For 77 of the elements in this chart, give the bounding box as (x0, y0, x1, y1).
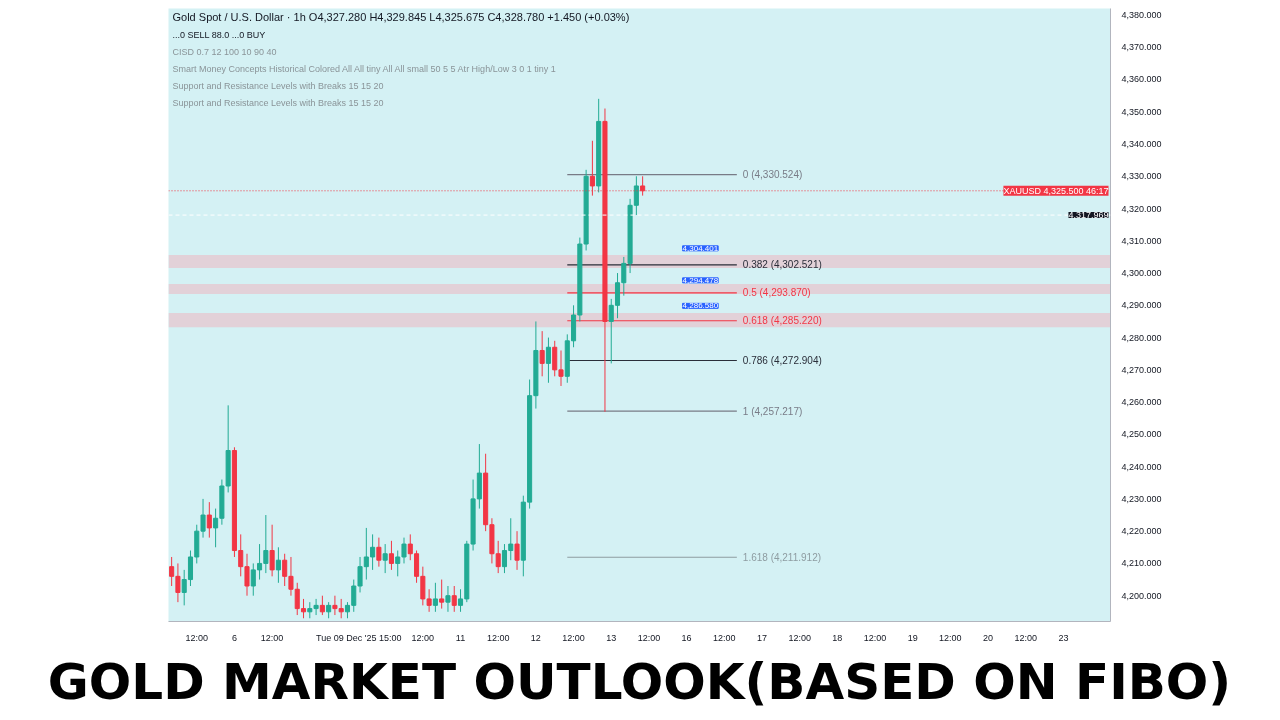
annotation: Smart Money Concepts Historical Colored All All tiny All All small 50 5 5 Atr High/Low 3 0 1 tiny 1 (172, 63, 556, 74)
x-tick-label: 16 (681, 632, 692, 643)
y-tick-label: 4,260.000 (1121, 397, 1162, 408)
candlestick (376, 537, 382, 568)
x-tick-label: 12:00 (562, 632, 585, 643)
x-tick-label: 12:00 (185, 632, 209, 643)
y-tick-label: 4,350.000 (1121, 106, 1162, 117)
y-tick-label: 4,330.000 (1121, 171, 1162, 182)
y-tick-label: 4,370.000 (1121, 42, 1162, 53)
y-tick-label: 4,200.000 (1121, 590, 1162, 601)
y-tick-label: 4,380.000 (1121, 9, 1162, 20)
x-tick-label: 12 (530, 632, 541, 643)
x-tick-label: 19 (907, 632, 918, 643)
series-label: 0 (4,330.524) (742, 169, 803, 181)
y-tick-label: 4,320.000 (1121, 203, 1162, 214)
x-tick-label: 12:00 (939, 632, 962, 643)
annotation: Support and Resistance Levels with Breaks 15 15 20 (172, 80, 384, 91)
y-tick-label: 4,220.000 (1121, 526, 1162, 537)
x-tick-label: 12:00 (788, 632, 811, 643)
annotation: 4,286.580 (682, 301, 719, 311)
x-tick-label: 12:00 (637, 632, 661, 643)
x-tick-label: Tue 09 Dec '25 15:00 (316, 632, 402, 643)
annotation: ...0 SELL 88.0 ...0 BUY (172, 29, 266, 40)
y-tick-label: 4,280.000 (1121, 332, 1162, 343)
candlestick (539, 330, 545, 377)
candlestick (439, 579, 445, 610)
x-tick-label: 12:00 (713, 632, 736, 643)
annotation: CISD 0.7 12 100 10 90 40 (172, 46, 277, 57)
candlestick (432, 582, 438, 613)
y-tick-label: 4,290.000 (1121, 300, 1162, 311)
x-tick-label: 12:00 (411, 632, 435, 643)
x-tick-label: 13 (606, 632, 617, 643)
y-tick-label: 4,210.000 (1121, 558, 1162, 569)
x-tick-label: 23 (1058, 632, 1069, 643)
candlestick (388, 540, 394, 571)
candlestick (275, 546, 281, 584)
y-tick-label: 4,240.000 (1121, 461, 1162, 472)
x-tick-label: 12:00 (486, 632, 510, 643)
x-tick-label: 17 (756, 632, 767, 643)
series-label: 0.786 (4,272.904) (742, 354, 822, 366)
candlestick (445, 585, 451, 613)
series-label: 1 (4,257.217) (742, 405, 803, 417)
annotation: 4,304.401 (682, 243, 719, 253)
ref-line-label: XAUUSD 4,325.500 46:17 (1003, 185, 1109, 196)
y-tick-label: 4,340.000 (1121, 139, 1162, 150)
candlestick (451, 585, 457, 613)
candlestick (552, 340, 558, 377)
series-label: 0.5 (4,293.870) (742, 287, 811, 299)
candlestick (558, 349, 564, 387)
annotation: 4,294.478 (682, 275, 719, 285)
y-tick-label: 4,300.000 (1121, 268, 1162, 279)
candlestick (545, 337, 551, 384)
x-tick-label: 6 (231, 632, 237, 643)
x-tick-label: 18 (832, 632, 843, 643)
candlestick (206, 501, 212, 539)
series-label: 0.618 (4,285.220) (742, 315, 822, 327)
y-tick-label: 4,310.000 (1121, 235, 1162, 246)
series-label: 1.618 (4,211.912) (742, 551, 822, 563)
text: GOLD MARKET OUTLOOK(BASED ON FIBO) (47, 652, 1232, 711)
y-tick-label: 4,270.000 (1121, 364, 1162, 375)
x-tick-label: 12:00 (1014, 632, 1037, 643)
series-label: 0.382 (4,302.521) (742, 259, 822, 271)
x-tick-label: 12:00 (260, 632, 284, 643)
y-tick-label: 4,230.000 (1121, 493, 1162, 504)
annotation: Support and Resistance Levels with Breaks 15 15 20 (172, 97, 384, 108)
x-tick-label: 12:00 (863, 632, 887, 643)
y-tick-label: 4,250.000 (1121, 429, 1162, 440)
candlestick (269, 524, 275, 577)
y-tick-label: 4,360.000 (1121, 74, 1162, 85)
candlestick (382, 543, 388, 574)
annotation: Gold Spot / U.S. Dollar · 1h O4,327.280 H4,329.845 L4,325.675 C4,328.780 +1.450 (+0.03%) (172, 10, 630, 23)
x-tick-label: 11 (455, 632, 466, 643)
x-tick-label: 20 (983, 632, 994, 643)
candlestick (319, 595, 325, 616)
candlestick (514, 530, 520, 571)
ref-line-label: 4,317.969 (1068, 210, 1109, 221)
candlestick (200, 498, 206, 539)
